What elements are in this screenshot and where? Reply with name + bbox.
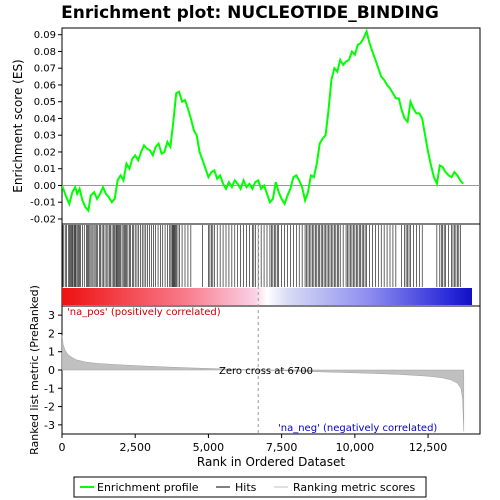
zero-cross-label: Zero cross at 6700: [219, 366, 313, 377]
es-panel: 0.09 0.08 0.07 0.06 0.05 0.04 0.03 0.02 0.01 0.00…: [11, 27, 481, 225]
metric-y-axis: 3 2 1 0 -1 -2 -3: [44, 309, 62, 432]
es-y-axis-label: Enrichment score (ES): [11, 59, 25, 192]
enrichment-profile-line: [62, 28, 464, 213]
positive-correlation-label: 'na_pos' (positively correlated): [67, 307, 221, 318]
legend: Enrichment profile Hits Ranking metric s…: [73, 476, 427, 498]
metric-y-tick-label: 2: [48, 327, 55, 340]
es-y-tick-label: -0.02: [30, 214, 56, 225]
es-y-tick-label: 0.06: [34, 80, 56, 91]
es-y-tick-label: 0.02: [34, 147, 56, 158]
es-y-tick-label: 0.00: [34, 181, 56, 192]
hits-marks: [62, 225, 461, 287]
hits-panel: [61, 223, 481, 307]
negative-correlation-label: 'na_neg' (negatively correlated): [278, 423, 437, 434]
rank-color-bar: [62, 288, 472, 305]
es-y-tick-label: 0.08: [34, 47, 56, 58]
x-tick-label: 7,500: [266, 441, 298, 454]
legend-enrichment-label: Enrichment profile: [97, 481, 199, 494]
legend-frame: [73, 476, 427, 498]
metric-y-tick-label: -3: [44, 419, 55, 432]
es-y-tick-label: 0.03: [34, 131, 56, 142]
metric-y-tick-label: 3: [48, 309, 55, 322]
x-tick-label: 5,000: [193, 441, 225, 454]
es-y-tick-label: 0.07: [34, 64, 56, 75]
metric-y-tick-label: 1: [48, 346, 55, 359]
x-tick-label: 12,500: [409, 441, 448, 454]
es-y-tick-label: 0.09: [34, 30, 56, 41]
es-panel-frame: [61, 27, 481, 225]
chart-title: Enrichment plot: NUCLEOTIDE_BINDING: [61, 3, 439, 23]
x-tick-label: 10,000: [336, 441, 375, 454]
x-axis-label: Rank in Ordered Dataset: [197, 455, 345, 469]
metric-y-tick-label: -1: [44, 382, 55, 395]
metric-y-tick-label: -2: [44, 401, 55, 414]
rank-x-axis: 0 2,500 5,000 7,500 10,000 12,500: [59, 434, 448, 454]
x-tick-label: 0: [59, 441, 66, 454]
legend-metric-label: Ranking metric scores: [293, 481, 415, 494]
es-y-tick-label: 0.05: [34, 97, 56, 108]
legend-hits-label: Hits: [235, 481, 257, 494]
es-y-tick-label: 0.01: [34, 164, 56, 175]
metric-y-tick-label: 0: [48, 364, 55, 377]
metric-y-axis-label: Ranked list metric (PreRanked): [28, 285, 41, 455]
x-tick-label: 2,500: [119, 441, 151, 454]
es-y-tick-label: 0.04: [34, 114, 56, 125]
es-y-tick-label: -0.01: [30, 198, 56, 209]
es-y-axis: 0.09 0.08 0.07 0.06 0.05 0.04 0.03 0.02 0.01 0.00…: [30, 30, 62, 225]
